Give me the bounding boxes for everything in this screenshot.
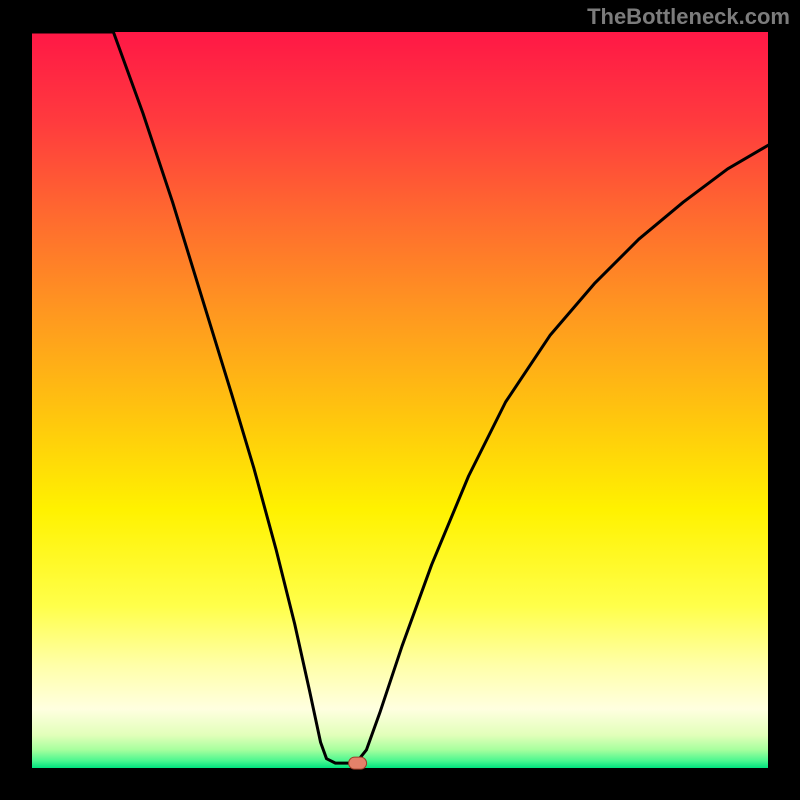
optimal-point-marker bbox=[32, 32, 772, 772]
watermark-label: TheBottleneck.com bbox=[587, 4, 790, 30]
plot-area bbox=[30, 30, 770, 770]
chart-root: TheBottleneck.com bbox=[0, 0, 800, 800]
